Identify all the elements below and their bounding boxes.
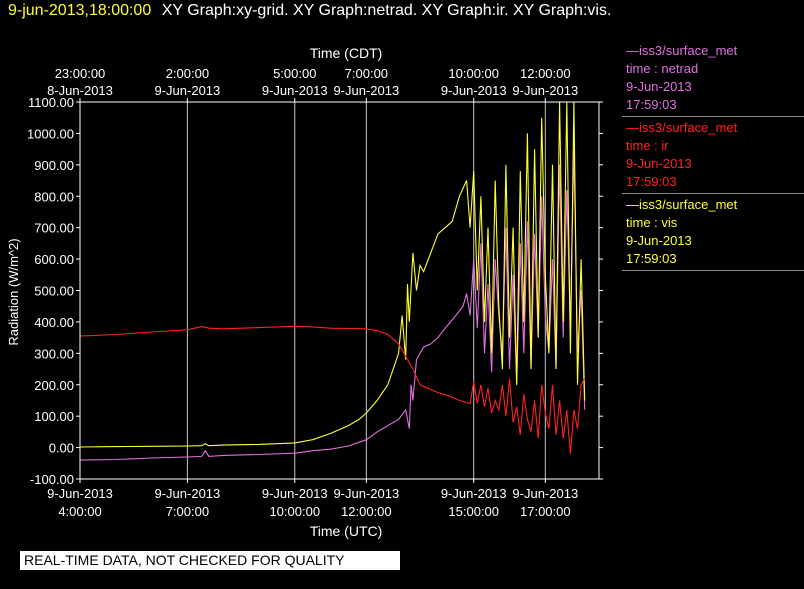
top-axis-title: Time (CDT) bbox=[310, 45, 383, 61]
legend-date: 9-Jun-2013 bbox=[626, 156, 692, 171]
top-tick-time: 12:00:00 bbox=[520, 66, 571, 81]
y-tick-label: 1000.00 bbox=[27, 126, 74, 141]
top-tick-date: 9-Jun-2013 bbox=[262, 83, 328, 98]
series-line-vis bbox=[80, 102, 586, 448]
graphs-label: XY Graph:xy-grid. XY Graph:netrad. XY Gr… bbox=[161, 2, 612, 19]
x-tick-date: 9-Jun-2013 bbox=[512, 486, 578, 501]
y-tick-label: 300.00 bbox=[34, 346, 74, 361]
x-tick-time: 7:00:00 bbox=[166, 504, 209, 519]
top-tick-time: 7:00:00 bbox=[345, 66, 388, 81]
x-tick-date: 9-Jun-2013 bbox=[333, 486, 399, 501]
series-lines bbox=[80, 102, 586, 461]
y-tick-label: 500.00 bbox=[34, 284, 74, 299]
legend-time: 17:59:03 bbox=[626, 251, 677, 266]
top-tick-date: 9-Jun-2013 bbox=[512, 83, 578, 98]
y-tick-label: 600.00 bbox=[34, 252, 74, 267]
legend-item-vis: —iss3/surface_met time : vis 9-Jun-2013 … bbox=[622, 194, 804, 271]
x-tick-time: 15:00:00 bbox=[448, 504, 499, 519]
top-tick-date: 9-Jun-2013 bbox=[441, 83, 507, 98]
y-tick-label: 0.00 bbox=[49, 441, 74, 456]
x-tick-date: 9-Jun-2013 bbox=[441, 486, 507, 501]
qc-warning: REAL-TIME DATA, NOT CHECKED FOR QUALITY bbox=[20, 551, 400, 570]
x-tick-time: 10:00:00 bbox=[269, 504, 320, 519]
top-tick-date: 9-Jun-2013 bbox=[154, 83, 220, 98]
legend-item-netrad: —iss3/surface_met time : netrad 9-Jun-20… bbox=[622, 40, 804, 117]
y-tick-label: 100.00 bbox=[34, 409, 74, 424]
legend-time: 17:59:03 bbox=[626, 174, 677, 189]
legend-source: —iss3/surface_met bbox=[626, 120, 738, 135]
top-tick-date: 9-Jun-2013 bbox=[333, 83, 399, 98]
y-tick-label: 800.00 bbox=[34, 189, 74, 204]
legend-variable: time : ir bbox=[626, 138, 669, 153]
legend: —iss3/surface_met time : netrad 9-Jun-20… bbox=[622, 40, 804, 271]
series-line-netrad bbox=[80, 149, 586, 461]
x-tick-date: 9-Jun-2013 bbox=[47, 486, 113, 501]
x-tick-time: 12:00:00 bbox=[341, 504, 392, 519]
x-tick-time: 4:00:00 bbox=[58, 504, 101, 519]
top-tick-time: 2:00:00 bbox=[166, 66, 209, 81]
top-tick-time: 5:00:00 bbox=[273, 66, 316, 81]
x-tick-time: 17:00:00 bbox=[520, 504, 571, 519]
y-tick-label: 400.00 bbox=[34, 315, 74, 330]
title-bar: 9-jun-2013,18:00:00 XY Graph:xy-grid. XY… bbox=[8, 2, 611, 20]
x-tick-date: 9-Jun-2013 bbox=[262, 486, 328, 501]
y-tick-label: -100.00 bbox=[30, 472, 74, 487]
legend-item-ir: —iss3/surface_met time : ir 9-Jun-2013 1… bbox=[622, 117, 804, 194]
top-tick-time: 10:00:00 bbox=[448, 66, 499, 81]
legend-variable: time : netrad bbox=[626, 61, 699, 76]
legend-date: 9-Jun-2013 bbox=[626, 79, 692, 94]
timestamp: 9-jun-2013,18:00:00 bbox=[8, 2, 152, 19]
legend-source: —iss3/surface_met bbox=[626, 197, 738, 212]
y-tick-label: 900.00 bbox=[34, 158, 74, 173]
y-tick-label: 700.00 bbox=[34, 221, 74, 236]
top-tick-time: 23:00:00 bbox=[55, 66, 106, 81]
radiation-chart: 9-Jun-2013 4:00:00 9-Jun-2013 7:00:00 9-Jun-… bbox=[6, 45, 603, 539]
y-tick-label: 200.00 bbox=[34, 378, 74, 393]
top-tick-date: 8-Jun-2013 bbox=[47, 83, 113, 98]
legend-source: —iss3/surface_met bbox=[626, 43, 738, 58]
legend-date: 9-Jun-2013 bbox=[626, 233, 692, 248]
axes: 9-Jun-2013 4:00:00 9-Jun-2013 7:00:00 9-Jun-… bbox=[27, 66, 603, 519]
x-tick-date: 9-Jun-2013 bbox=[154, 486, 220, 501]
legend-variable: time : vis bbox=[626, 215, 678, 230]
legend-time: 17:59:03 bbox=[626, 97, 677, 112]
y-tick-label: 1100.00 bbox=[28, 95, 74, 110]
x-axis-title: Time (UTC) bbox=[310, 523, 383, 539]
y-axis-title: Radiation (W/m^2) bbox=[6, 238, 21, 345]
series-line-ir bbox=[80, 325, 586, 454]
